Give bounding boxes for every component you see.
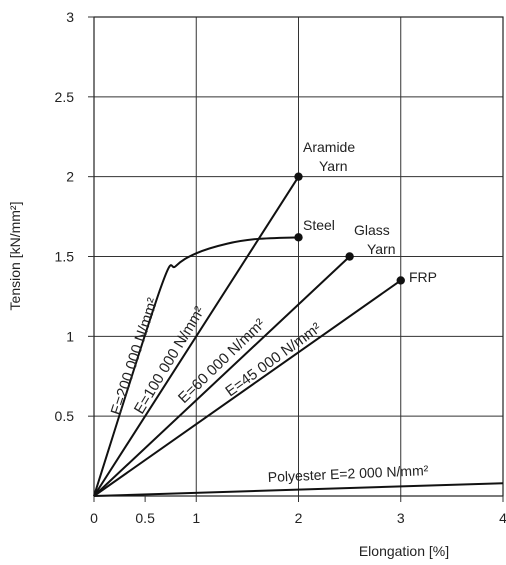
series-endpoint-frp — [396, 276, 405, 285]
glass-label-line2: Yarn — [367, 241, 396, 257]
frp-label: FRP — [409, 269, 437, 285]
x-axis-label: Elongation [%] — [359, 543, 449, 559]
y-tick-label: 3 — [66, 9, 74, 25]
x-tick-label: 4 — [499, 510, 506, 526]
aramide-label-line2: Yarn — [319, 158, 348, 174]
y-axis-label: Tension [kN/mm²] — [7, 202, 23, 311]
series — [93, 172, 504, 497]
steel-label: Steel — [303, 217, 335, 233]
series-line-glass-yarn — [93, 255, 351, 497]
modulus-label-45000: E=45 000 N/mm² — [222, 320, 324, 401]
series-endpoint-steel — [294, 233, 303, 242]
x-tick-label: 0 — [90, 510, 98, 526]
x-tick-labels: 0 0.5 1 2 3 4 — [90, 496, 506, 526]
series-line-steel — [93, 236, 299, 497]
x-tick-label: 2 — [295, 510, 303, 526]
y-tick-label: 2.5 — [55, 89, 75, 105]
series-endpoint-glass-yarn — [345, 252, 354, 261]
x-tick-label: 0.5 — [135, 510, 155, 526]
y-tick-labels: 0.5 1 1.5 2 2.5 3 — [55, 9, 94, 424]
y-tick-label: 2 — [66, 169, 74, 185]
y-tick-label: 1.5 — [55, 249, 75, 265]
grid — [94, 17, 503, 496]
polyester-label: Polyester E=2 000 N/mm² — [267, 462, 429, 485]
x-tick-label: 1 — [192, 510, 200, 526]
y-tick-label: 0.5 — [55, 408, 75, 424]
series-line-polyester — [93, 482, 504, 497]
y-tick-label: 1 — [66, 328, 74, 344]
x-tick-label: 3 — [397, 510, 405, 526]
series-line-aramide-yarn — [93, 176, 300, 497]
aramide-label-line1: Aramide — [303, 139, 355, 155]
series-endpoint-aramide-yarn — [294, 172, 303, 181]
series-line-frp — [93, 279, 402, 497]
glass-label-line1: Glass — [354, 222, 390, 238]
